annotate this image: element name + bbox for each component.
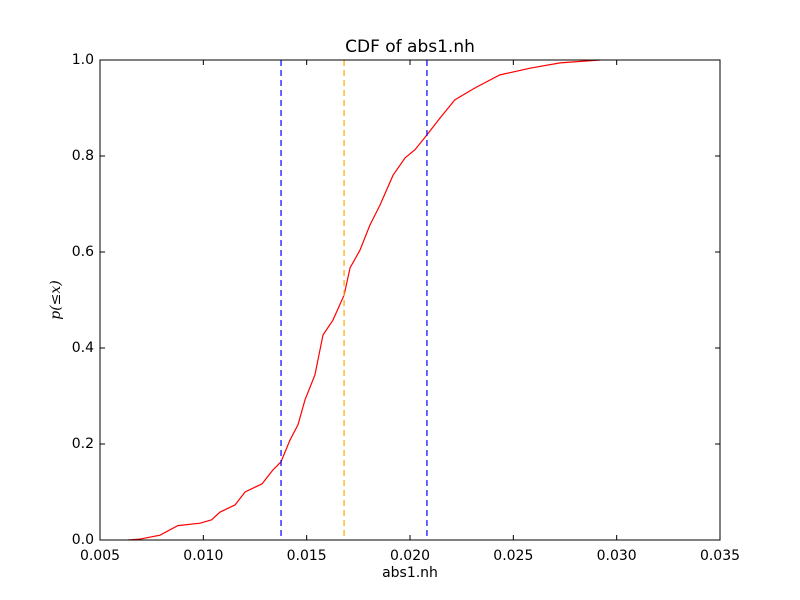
x-tick-label: 0.025 [493,548,533,564]
x-tick-label: 0.005 [80,548,120,564]
y-tick-label: 0.0 [72,532,94,548]
y-tick-label: 0.8 [72,148,94,164]
y-tick-label: 1.0 [72,52,94,68]
x-tick-label: 0.020 [390,548,430,564]
chart-title: CDF of abs1.nh [345,37,475,57]
x-tick-label: 0.015 [287,548,327,564]
y-tick-label: 0.2 [72,436,94,452]
x-axis-label: abs1.nh [382,565,438,581]
y-tick-label: 0.6 [72,244,94,260]
y-axis-label: p(≤x) [48,280,64,320]
y-tick-label: 0.4 [72,340,94,356]
x-tick-label: 0.030 [597,548,637,564]
x-tick-label: 0.035 [700,548,740,564]
x-tick-label: 0.010 [183,548,223,564]
cdf-line [127,59,601,541]
